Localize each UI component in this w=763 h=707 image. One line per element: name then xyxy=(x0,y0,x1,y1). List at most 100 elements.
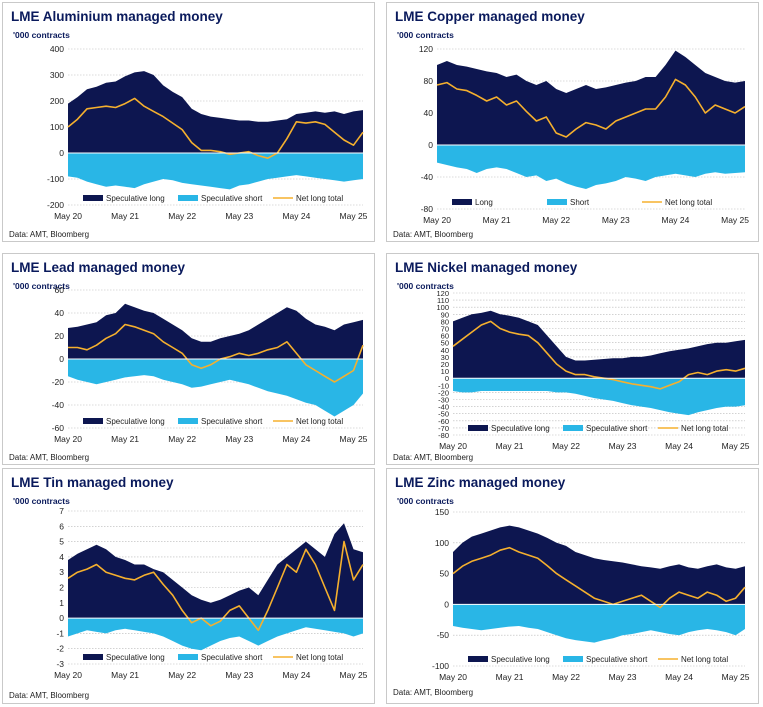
y-tick-label: 40 xyxy=(424,108,434,118)
y-tick-label: -20 xyxy=(438,388,449,397)
y-tick-label: 90 xyxy=(441,310,449,319)
y-tick-label: 60 xyxy=(441,332,449,341)
series-area xyxy=(453,604,745,643)
y-tick-label: -10 xyxy=(438,381,449,390)
y-tick-label: 50 xyxy=(440,569,450,579)
x-tick-label: May 21 xyxy=(483,215,511,225)
y-tick-label: -40 xyxy=(438,403,449,412)
x-tick-label: May 23 xyxy=(225,670,253,680)
x-tick-label: May 25 xyxy=(340,434,368,444)
x-tick-label: May 20 xyxy=(439,672,467,682)
unit-label: '000 contracts xyxy=(13,30,70,40)
x-tick-label: May 24 xyxy=(665,672,693,682)
x-tick-label: May 25 xyxy=(722,441,750,451)
y-tick-label: 7 xyxy=(59,506,64,516)
x-tick-label: May 20 xyxy=(423,215,451,225)
zinc-panel: LME Zinc managed money '000 contracts Da… xyxy=(386,468,759,704)
y-tick-label: 0 xyxy=(445,374,449,383)
legend-label: Speculative short xyxy=(201,653,263,662)
unit-label: '000 contracts xyxy=(397,496,454,506)
series-line xyxy=(68,323,364,383)
unit-label: '000 contracts xyxy=(13,496,70,506)
legend-label: Speculative long xyxy=(491,424,550,433)
legend-label: Speculative long xyxy=(106,417,165,426)
legend-label: Speculative short xyxy=(201,417,263,426)
y-tick-label: 120 xyxy=(436,289,449,298)
y-tick-label: 100 xyxy=(436,303,449,312)
x-tick-label: May 21 xyxy=(496,672,524,682)
x-tick-label: May 24 xyxy=(282,211,310,221)
y-tick-label: 6 xyxy=(59,521,64,531)
unit-label: '000 contracts xyxy=(13,281,70,291)
legend-swatch xyxy=(83,418,103,424)
legend-label: Net long total xyxy=(296,653,343,662)
series-area xyxy=(453,525,745,605)
y-tick-label: 60 xyxy=(55,285,65,295)
y-tick-label: 3 xyxy=(59,567,64,577)
y-tick-label: 30 xyxy=(441,353,449,362)
y-tick-label: 0 xyxy=(444,599,449,609)
y-tick-label: 40 xyxy=(55,308,65,318)
aluminium-panel: LME Aluminium managed money '000 contrac… xyxy=(2,2,375,242)
y-tick-label: -70 xyxy=(438,424,449,433)
y-tick-label: -80 xyxy=(438,431,449,440)
unit-label: '000 contracts xyxy=(397,281,454,291)
legend-label: Short xyxy=(570,198,590,207)
y-tick-label: -100 xyxy=(432,661,449,671)
panel-title: LME Copper managed money xyxy=(395,9,585,24)
y-tick-label: 20 xyxy=(55,331,65,341)
legend-label: Speculative short xyxy=(201,194,263,203)
legend-label: Net long total xyxy=(665,198,712,207)
x-tick-label: May 20 xyxy=(54,670,82,680)
y-tick-label: 0 xyxy=(59,148,64,158)
legend-swatch xyxy=(83,195,103,201)
series-area xyxy=(68,359,363,417)
legend-swatch xyxy=(563,425,583,431)
y-tick-label: 200 xyxy=(50,96,64,106)
y-tick-label: -80 xyxy=(421,204,434,214)
x-tick-label: May 24 xyxy=(662,215,690,225)
x-tick-label: May 24 xyxy=(665,441,693,451)
x-tick-label: May 20 xyxy=(439,441,467,451)
series-area xyxy=(437,145,745,189)
x-tick-label: May 21 xyxy=(496,441,524,451)
x-tick-label: May 21 xyxy=(111,434,139,444)
aluminium-chart: -200 -100 0 100 200 300 400 May 20 May 21 May 22 M… xyxy=(47,44,368,221)
y-tick-label: -1 xyxy=(56,628,64,638)
series-area xyxy=(453,378,745,416)
series-area xyxy=(68,303,363,359)
series-area xyxy=(68,71,363,153)
series-area xyxy=(68,523,363,619)
y-tick-label: 4 xyxy=(59,552,64,562)
series-area xyxy=(68,153,363,190)
y-tick-label: -50 xyxy=(438,410,449,419)
x-tick-label: May 22 xyxy=(552,441,580,451)
tin-panel: LME Tin managed money '000 contracts Dat… xyxy=(2,468,375,704)
y-tick-label: 120 xyxy=(419,44,433,54)
legend-label: Net long total xyxy=(296,417,343,426)
legend-swatch xyxy=(452,199,472,205)
legend-swatch xyxy=(178,654,198,660)
legend-swatch xyxy=(468,425,488,431)
x-tick-label: May 20 xyxy=(54,211,82,221)
nickel-panel: LME Nickel managed money '000 contracts … xyxy=(386,253,759,465)
x-tick-label: May 25 xyxy=(721,215,749,225)
y-tick-label: -60 xyxy=(438,417,449,426)
legend-label: Speculative short xyxy=(586,424,648,433)
series-area xyxy=(453,310,745,379)
y-tick-label: 50 xyxy=(441,339,449,348)
y-tick-label: 70 xyxy=(441,325,449,334)
series-line xyxy=(67,97,364,159)
legend-label: Speculative long xyxy=(106,653,165,662)
panel-title: LME Tin managed money xyxy=(11,475,174,490)
source-note: Data: AMT, Bloomberg xyxy=(393,230,474,239)
y-tick-label: -40 xyxy=(421,172,434,182)
series-area xyxy=(68,618,363,651)
x-tick-label: May 22 xyxy=(168,670,196,680)
legend-swatch xyxy=(468,656,488,662)
x-tick-label: May 25 xyxy=(722,672,750,682)
legend-swatch xyxy=(547,199,567,205)
x-tick-label: May 23 xyxy=(602,215,630,225)
unit-label: '000 contracts xyxy=(397,30,454,40)
tin-chart: -3 -2 -1 0 1 2 3 4 5 6 7 May 20 May 21 May 22 May 23 Ma… xyxy=(54,506,368,680)
